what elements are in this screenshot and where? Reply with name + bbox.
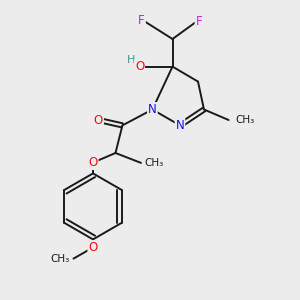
- Text: CH₃: CH₃: [235, 115, 254, 125]
- Text: N: N: [148, 103, 157, 116]
- Text: F: F: [196, 15, 202, 28]
- Text: CH₃: CH₃: [51, 254, 70, 264]
- Text: O: O: [88, 156, 98, 169]
- Text: N: N: [176, 119, 184, 132]
- Text: O: O: [88, 241, 98, 254]
- Text: F: F: [138, 14, 145, 28]
- Text: O: O: [135, 60, 144, 73]
- Text: H: H: [127, 55, 136, 65]
- Text: O: O: [94, 113, 103, 127]
- Text: CH₃: CH₃: [145, 158, 164, 168]
